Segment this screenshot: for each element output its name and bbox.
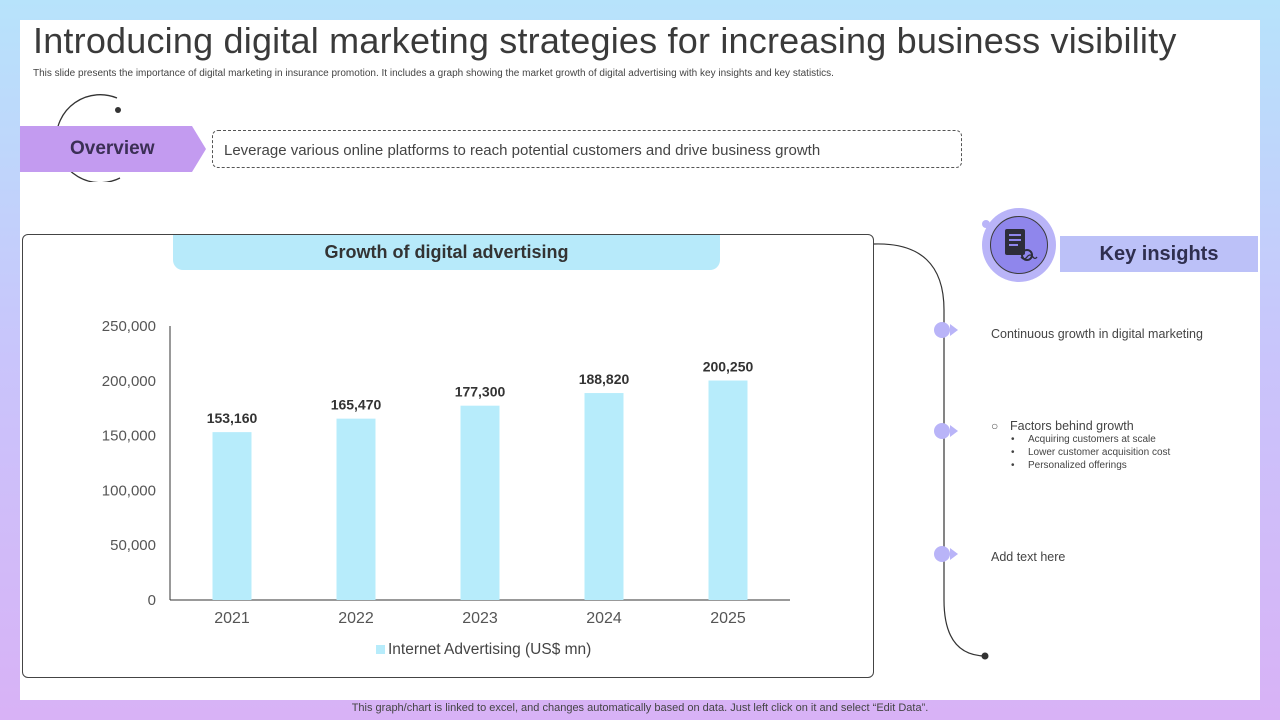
bar-2021	[212, 432, 252, 600]
bar-chart[interactable]: 0 50,000 100,000 150,000 200,000 250,000 153,1…	[20, 20, 880, 680]
data-label: 188,820	[579, 371, 630, 387]
data-label: 177,300	[455, 384, 506, 400]
data-label: 165,470	[331, 397, 382, 413]
insight-sub-1: Acquiring customers at scale	[1011, 434, 1156, 445]
data-label: 200,250	[703, 359, 754, 375]
overview-tag	[20, 126, 206, 172]
insight-marker-1	[934, 322, 958, 338]
key-insights-banner: Key insights	[1060, 236, 1258, 272]
y-tick-label: 0	[148, 592, 156, 609]
x-tick-label: 2024	[586, 610, 622, 627]
y-tick-label: 100,000	[102, 482, 156, 499]
data-label: 153,160	[207, 410, 258, 426]
x-tick-label: 2025	[710, 610, 746, 627]
x-tick-label: 2023	[462, 610, 498, 627]
insight-marker-3	[934, 546, 958, 562]
insight-point-3[interactable]: Add text here	[991, 550, 1066, 564]
insight-point-1: Continuous growth in digital marketing	[991, 327, 1203, 341]
page-subtitle: This slide presents the importance of di…	[33, 68, 834, 79]
insight-marker-2	[934, 423, 958, 439]
document-gear-icon	[990, 216, 1048, 274]
overview-text-box: Leverage various online platforms to rea…	[212, 130, 962, 168]
x-tick-label: 2021	[214, 610, 250, 627]
insights-connector-line	[873, 243, 989, 660]
chart-heading: Growth of digital advertising	[324, 242, 569, 262]
y-tick-label: 250,000	[102, 318, 156, 335]
page-title: Introducing digital marketing strategies…	[33, 20, 1177, 61]
insight-sub-2: Lower customer acquisition cost	[1011, 447, 1170, 458]
key-insights-title: Key insights	[1099, 243, 1219, 265]
bar-2022	[336, 418, 376, 600]
bar-2025	[708, 380, 748, 600]
slide: Introducing digital marketing strategies…	[20, 20, 1260, 700]
legend-swatch	[376, 645, 385, 654]
overview-label: Overview	[70, 138, 155, 159]
y-tick-label: 200,000	[102, 373, 156, 390]
key-insights-badge	[982, 208, 1056, 282]
footer-note: This graph/chart is linked to excel, and…	[351, 702, 929, 714]
bar-2024	[584, 393, 624, 600]
chart-container[interactable]	[22, 234, 874, 678]
bar-2023	[460, 405, 500, 600]
y-tick-label: 50,000	[110, 537, 156, 554]
x-tick-label: 2022	[338, 610, 374, 627]
overview-text: Leverage various online platforms to rea…	[224, 142, 821, 159]
insight-point-2-bullet: ○	[991, 419, 999, 433]
insights-dot-decoration	[982, 220, 990, 228]
legend-label: Internet Advertising (US$ mn)	[388, 641, 591, 658]
y-tick-label: 150,000	[102, 428, 156, 445]
chart-heading-banner: Growth of digital advertising	[173, 235, 720, 270]
insight-sub-3: Personalized offerings	[1011, 460, 1127, 471]
insight-point-2: Factors behind growth	[1010, 419, 1134, 433]
